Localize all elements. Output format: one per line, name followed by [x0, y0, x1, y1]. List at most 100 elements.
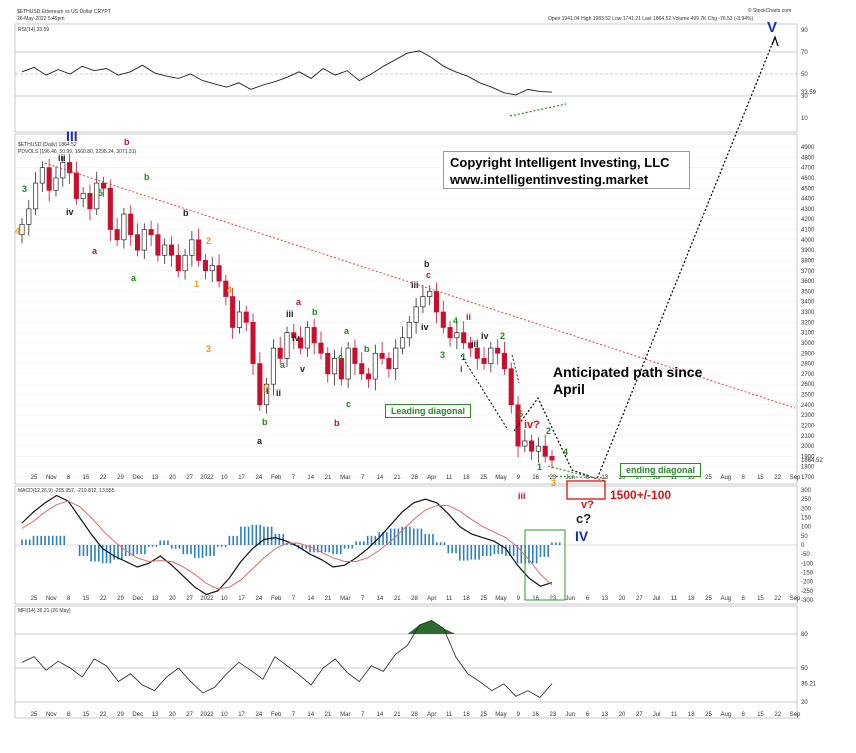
rsi-last-value: 33.59: [801, 90, 817, 96]
price-tick-label: 4100: [801, 228, 815, 234]
copyright-line-1: Copyright Intelligent Investing, LLC: [450, 155, 670, 170]
wave-label: 2: [206, 236, 211, 246]
price-tick-label: 4800: [801, 155, 815, 161]
x-tick-label: 15: [757, 475, 764, 481]
wave-label: a: [296, 297, 302, 307]
candle-body: [406, 321, 412, 339]
x-tick-label: Nov: [46, 475, 57, 481]
price-last-value: 1864.52: [801, 458, 823, 464]
price-tick-label: 3700: [801, 269, 815, 275]
wave-label: 2: [500, 331, 505, 341]
price-tick-label: 3900: [801, 248, 815, 254]
copyright-box: Copyright Intelligent Investing, LLC www…: [443, 151, 690, 189]
candle-body: [501, 352, 507, 370]
x-tick-label: Aug: [720, 712, 731, 718]
macd-tick-label: 250: [801, 497, 812, 503]
x-tick-label: May: [495, 475, 506, 481]
wave-label: iv: [481, 331, 489, 341]
price-tick-label: 3200: [801, 320, 815, 326]
x-tick-label: 18: [688, 475, 695, 481]
signal-line: [21, 500, 553, 590]
x-tick-label: Dec: [132, 712, 143, 718]
candle-body: [223, 280, 229, 297]
wave-label: 2: [546, 426, 551, 436]
mfi-tick-label: 80: [801, 632, 808, 638]
wave-label: ii: [276, 388, 281, 398]
x-tick-label: 7: [292, 712, 296, 718]
wave-label: 3: [22, 184, 27, 194]
x-tick-label: 25: [31, 475, 38, 481]
candle-body: [372, 352, 378, 380]
wave-III-label: III: [66, 128, 78, 144]
price-tick-label: 2500: [801, 393, 815, 399]
x-tick-label: 22: [774, 475, 781, 481]
macd-tick-label: -250: [801, 589, 814, 595]
wave-label: iii: [286, 309, 294, 319]
x-tick-label: 13: [601, 596, 608, 602]
macd-line: [21, 494, 553, 596]
x-tick-label: 21: [325, 475, 332, 481]
wave-label: i: [460, 364, 463, 374]
x-tick-label: Feb: [271, 712, 282, 718]
candle-body: [168, 244, 175, 256]
x-tick-label: 25: [480, 596, 487, 602]
x-tick-label: 10: [221, 596, 228, 602]
wave-label: 5: [263, 384, 268, 394]
wave-label: b: [124, 137, 130, 147]
candle-body: [529, 440, 535, 452]
candle-body: [243, 311, 249, 323]
anticipated-path-label: Anticipated path since April: [553, 364, 703, 397]
x-tick-label: 11: [671, 475, 678, 481]
target-label: 1500+/-100: [610, 488, 672, 502]
x-tick-label: 9: [517, 712, 521, 718]
wave-label: a: [280, 360, 286, 370]
candle-body: [277, 347, 283, 359]
x-tick-label: 10: [221, 475, 228, 481]
x-tick-label: Jul: [653, 596, 661, 602]
candle-body: [474, 347, 480, 359]
x-tick-label: 14: [307, 475, 314, 481]
price-tick-label: 1800: [801, 465, 815, 471]
x-tick-label: 18: [463, 712, 470, 718]
x-tick-label: 28: [411, 475, 418, 481]
x-tick-label: Jun: [565, 712, 575, 718]
x-tick-label: 8: [67, 475, 71, 481]
x-tick-label: Jul: [653, 712, 661, 718]
wave-label: 1: [194, 279, 199, 289]
wave-label: a: [257, 436, 263, 446]
x-tick-label: 11: [671, 712, 678, 718]
ending-diagonal-label: ending diagonal: [620, 463, 701, 477]
candle-body: [318, 342, 324, 354]
x-tick-label: 13: [601, 712, 608, 718]
mfi-panel-frame: [14, 605, 798, 719]
x-tick-label: 24: [255, 475, 262, 481]
candle-body: [128, 213, 134, 236]
x-tick-label: 27: [636, 712, 643, 718]
x-tick-label: 15: [757, 596, 764, 602]
x-tick-label: 15: [83, 596, 90, 602]
x-tick-label: 20: [619, 712, 626, 718]
x-tick-label: 21: [325, 596, 332, 602]
price-tick-label: 2400: [801, 403, 815, 409]
x-tick-label: 8: [741, 596, 745, 602]
x-tick-label: 18: [688, 712, 695, 718]
wave-label: c: [338, 352, 343, 362]
x-tick-label: 11: [671, 596, 678, 602]
x-tick-label: 20: [619, 596, 626, 602]
candle-body: [60, 162, 66, 179]
candle-body: [311, 327, 317, 344]
x-tick-label: 25: [705, 475, 712, 481]
wave-V-label: V: [767, 19, 777, 36]
x-tick-label: 27: [636, 596, 643, 602]
x-tick-label: 21: [325, 712, 332, 718]
price-tick-label: 4500: [801, 186, 815, 192]
price-tick-label: 1700: [801, 475, 815, 481]
wave-IV-label: IV: [575, 528, 589, 544]
candle-body: [549, 456, 555, 461]
wave-label: b: [183, 208, 189, 218]
price-tick-label: 3600: [801, 279, 815, 285]
x-tick-label: 7: [361, 596, 365, 602]
wave-label: v: [300, 364, 305, 374]
x-tick-label: 29: [117, 596, 124, 602]
wave-label: 3: [551, 478, 556, 488]
